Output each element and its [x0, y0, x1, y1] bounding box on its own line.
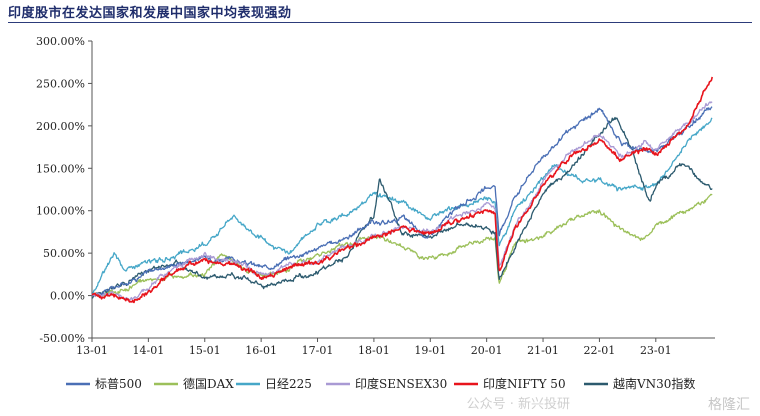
legend-label: 印度SENSEX30: [355, 376, 447, 391]
watermark-left: 公众号 · 新兴投研: [466, 397, 570, 412]
page-title: 印度股市在发达国家和发展中国家中均表现强劲: [8, 6, 292, 21]
x-tick-label: 19-01: [414, 344, 446, 357]
y-tick-label: 100.00%: [36, 205, 85, 218]
x-tick-label: 16-01: [245, 344, 277, 357]
y-tick-label: 200.00%: [36, 120, 85, 133]
y-tick-label: -50.00%: [39, 332, 85, 345]
y-tick-label: 0.00%: [50, 290, 85, 303]
title-rule: [8, 22, 752, 23]
y-tick-label: 250.00%: [36, 77, 85, 90]
series-line: [91, 117, 713, 296]
x-tick-label: 20-01: [471, 344, 503, 357]
y-tick-label: 300.00%: [36, 35, 85, 48]
x-tick-label: 23-01: [640, 344, 672, 357]
series-line: [91, 116, 713, 299]
series-line: [91, 106, 713, 297]
x-tick-label: 13-01: [76, 344, 108, 357]
legend: 标普500 德国DAX 日经225 印度SENSEX30 印度NIFTY 50 越南VN3…: [66, 376, 695, 391]
legend-label: 印度NIFTY 50: [483, 376, 566, 391]
legend-label: 德国DAX: [183, 376, 234, 391]
y-tick-label: 50.00%: [43, 247, 85, 260]
x-tick-label: 17-01: [302, 344, 334, 357]
legend-label: 越南VN30指数: [613, 376, 695, 391]
x-tick-label: 15-01: [189, 344, 221, 357]
legend-label: 日经225: [265, 377, 312, 391]
watermark-right: 格隆汇: [708, 397, 750, 413]
legend-label: 标普500: [95, 377, 142, 391]
x-tick-label: 22-01: [584, 344, 616, 357]
series-line: [92, 193, 713, 298]
axes: -50.00% 0.00% 50.00% 100.00% 150.00% 200.00% 2…: [36, 35, 715, 357]
series-line: [91, 76, 713, 304]
x-tick-label: 14-01: [133, 344, 165, 357]
y-tick-label: 150.00%: [36, 162, 85, 175]
x-tick-label: 21-01: [527, 344, 559, 357]
x-tick-label: 18-01: [358, 344, 390, 357]
series-layer: [91, 76, 713, 304]
